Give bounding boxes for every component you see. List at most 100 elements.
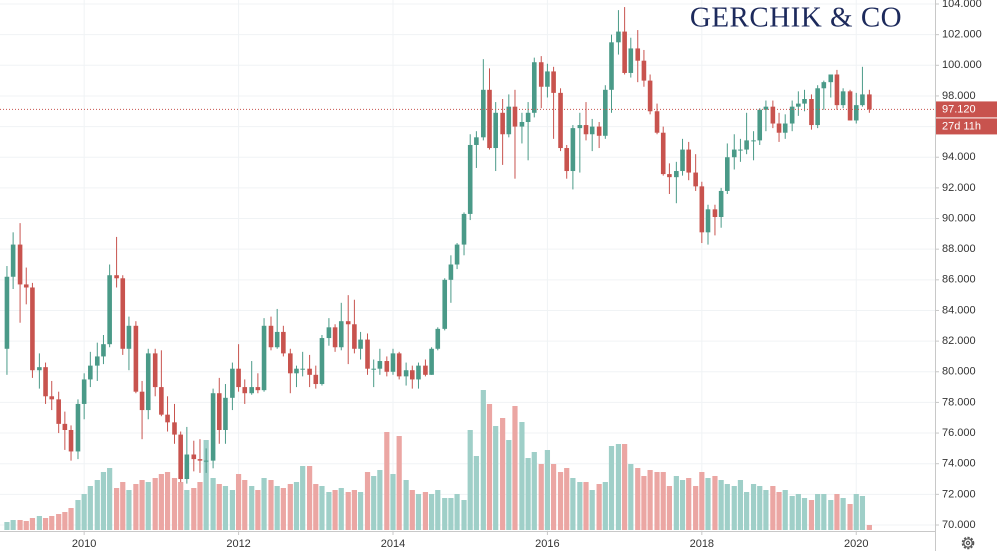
candle-body (744, 140, 749, 150)
candle-body (197, 459, 203, 461)
candle-body (867, 94, 872, 110)
candle-body (596, 126, 602, 136)
volume-bar (81, 494, 87, 530)
volume-bar (68, 508, 74, 530)
candle-body (75, 403, 81, 452)
volume-bar (113, 488, 120, 530)
volume-bar (724, 484, 730, 530)
candle-body (519, 121, 525, 127)
gear-ring (963, 538, 973, 548)
volume-bar (319, 486, 325, 530)
candle-body (751, 140, 756, 142)
candle-body (423, 365, 428, 375)
candle-body (268, 325, 274, 348)
countdown-label: 27d 11h (942, 120, 981, 132)
volume-bar (564, 468, 570, 530)
candle-body (847, 91, 853, 121)
candle-body (294, 368, 299, 374)
gear-hub (965, 540, 971, 546)
volume-bar (763, 490, 769, 530)
candle-body (512, 106, 518, 127)
gear-teeth (961, 536, 975, 550)
candle-body (203, 460, 209, 462)
candle-body (693, 172, 698, 187)
candle-body (152, 353, 158, 388)
x-tick-label: 2018 (690, 538, 714, 550)
volume-bar (126, 490, 132, 530)
volume-bar (448, 498, 454, 530)
candle-body (454, 244, 460, 265)
candle-body (686, 149, 692, 173)
candle-body (796, 103, 801, 107)
volume-bar (454, 494, 460, 530)
volume-bar (789, 496, 795, 530)
volume-bar (801, 498, 808, 530)
volume-bar (538, 464, 544, 530)
candle-body (216, 393, 222, 430)
volume-bar (377, 470, 383, 530)
volume-bar (550, 464, 557, 530)
candle-body (564, 148, 570, 172)
volume-bar (10, 520, 16, 530)
y-tick-label: 78.000 (942, 396, 976, 408)
candle-body (738, 149, 743, 151)
y-tick-label: 98.000 (942, 90, 976, 102)
volume-bar (847, 504, 853, 530)
candle-body (56, 399, 61, 424)
volume-bar (152, 478, 158, 530)
candle-body (172, 422, 177, 435)
volume-bar (744, 492, 750, 530)
y-tick-label: 100.000 (942, 59, 982, 71)
candle-body (159, 387, 164, 415)
volume-bar (608, 446, 615, 530)
candle-body (616, 31, 621, 43)
volume-bar (673, 476, 679, 530)
volume-bar (525, 458, 531, 530)
candle-body (705, 209, 711, 233)
volume-bar (274, 486, 280, 530)
candle-body (81, 379, 87, 404)
candle-body (307, 368, 312, 375)
candle-body (731, 149, 737, 158)
volume-bar (705, 478, 711, 530)
last-price-tag (936, 101, 997, 118)
candle-body (358, 339, 363, 349)
y-tick-label: 84.000 (942, 304, 976, 316)
volume-bar (531, 452, 537, 530)
volume-bar (396, 436, 402, 530)
candle-body (551, 71, 556, 93)
candle-body (377, 361, 383, 369)
volume-bar (859, 496, 866, 530)
settings-icon[interactable] (961, 536, 975, 550)
candle-body (828, 74, 834, 83)
volume-bar (17, 520, 23, 530)
candle-body (809, 99, 814, 126)
volume-bar (351, 490, 357, 530)
volume-bar (866, 525, 872, 530)
candle-body (641, 60, 647, 81)
volume-bar (268, 480, 274, 530)
volume-bar (23, 521, 29, 530)
y-tick-label: 72.000 (942, 488, 976, 500)
candle-body (603, 89, 608, 136)
candle-body (660, 132, 666, 175)
volume-bar (731, 486, 737, 530)
volume-bar (229, 490, 235, 530)
candle-body (622, 31, 627, 73)
volume-layer (4, 390, 872, 530)
candle-body (17, 244, 23, 285)
volume-bar (506, 440, 512, 530)
candle-body (674, 171, 679, 178)
volume-bar (307, 466, 313, 530)
candle-body (288, 353, 293, 374)
candle-body (114, 275, 119, 279)
candle-body (570, 128, 576, 172)
y-tick-label: 86.000 (942, 274, 976, 286)
volume-bar (133, 484, 139, 530)
volume-bar (589, 490, 595, 530)
volume-bar (737, 480, 744, 530)
candle-body (62, 423, 68, 430)
candle-body (860, 94, 865, 106)
